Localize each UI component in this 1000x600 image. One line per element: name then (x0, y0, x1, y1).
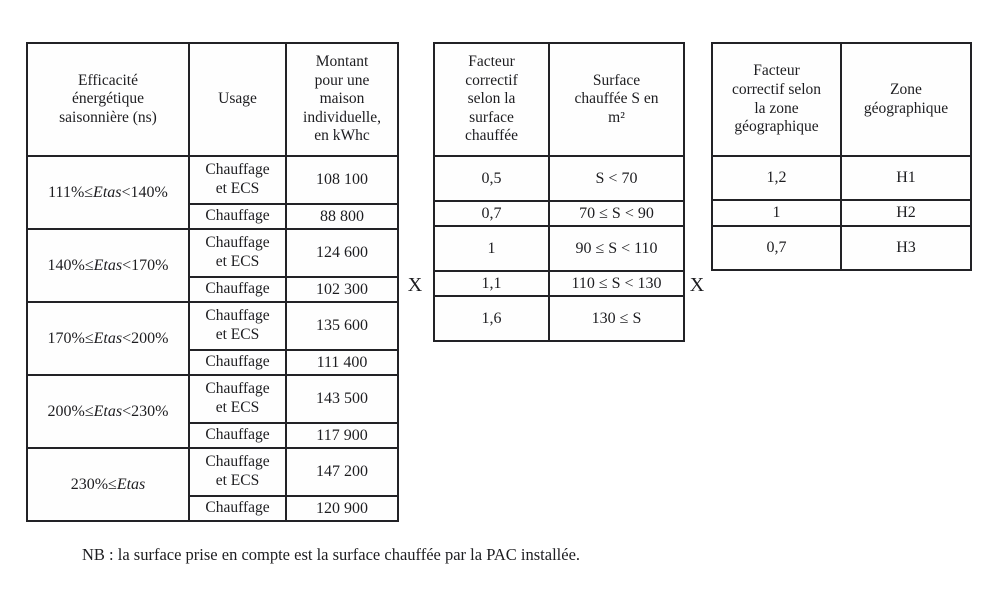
usage-cell: Chauffage et ECS (188, 155, 287, 205)
etas-range-post: <140% (121, 183, 168, 201)
usage-cell: Chauffage (188, 203, 287, 230)
surface-range-cell: 130 ≤ S (548, 295, 685, 342)
etas-range-var: Etas (93, 256, 123, 274)
amount-cell: 102 300 (285, 276, 399, 303)
etas-range: 200%≤Etas<230% (26, 374, 190, 449)
factor-cell: 1,6 (433, 295, 550, 342)
zone-factor-table: Facteur correctif selon la zone géograph… (711, 42, 972, 271)
amount-cell: 111 400 (285, 349, 399, 376)
factor-cell: 0,7 (711, 225, 842, 271)
zone-cell: H3 (840, 225, 972, 271)
amount-cell: 124 600 (285, 228, 399, 278)
surface-range-cell: S < 70 (548, 155, 685, 202)
etas-range-var: Etas (93, 183, 122, 201)
usage-cell: Chauffage et ECS (188, 301, 287, 351)
amount-cell: 120 900 (285, 495, 399, 522)
etas-range-pre: 170%≤ (47, 329, 94, 347)
etas-range-var: Etas (93, 329, 123, 347)
factor-cell: 1 (433, 225, 550, 272)
usage-cell: Chauffage et ECS (188, 374, 287, 424)
header-zone: Zone géographique (840, 42, 972, 157)
etas-range-post: <200% (122, 329, 169, 347)
factor-cell: 1,2 (711, 155, 842, 201)
etas-range: 140%≤Etas<170% (26, 228, 190, 303)
usage-cell: Chauffage et ECS (188, 228, 287, 278)
amount-cell: 147 200 (285, 447, 399, 497)
etas-range: 111%≤Etas<140% (26, 155, 190, 230)
etas-range-post: <230% (122, 402, 169, 420)
amount-cell: 117 900 (285, 422, 399, 449)
usage-cell: Chauffage (188, 422, 287, 449)
etas-range-var: Etas (116, 475, 146, 493)
header-surface: Surface chauffée S en m² (548, 42, 685, 157)
factor-cell: 1,1 (433, 270, 550, 297)
multiply-x: X (689, 274, 705, 296)
factor-cell: 0,5 (433, 155, 550, 202)
multiply-x: X (407, 274, 423, 296)
amount-cell: 88 800 (285, 203, 399, 230)
usage-cell: Chauffage et ECS (188, 447, 287, 497)
surface-range-cell: 70 ≤ S < 90 (548, 200, 685, 227)
header-amount: Montant pour une maison individuelle, en… (285, 42, 399, 157)
etas-range-var: Etas (93, 402, 123, 420)
header-efficiency: Efficacité énergétique saisonnière (ns) (26, 42, 190, 157)
amount-cell: 143 500 (285, 374, 399, 424)
header-surface-factor: Facteur correctif selon la surface chauf… (433, 42, 550, 157)
amount-cell: 135 600 (285, 301, 399, 351)
surface-factor-table: Facteur correctif selon la surface chauf… (433, 42, 685, 342)
zone-cell: H2 (840, 199, 972, 227)
factor-cell: 0,7 (433, 200, 550, 227)
etas-range-pre: 200%≤ (47, 402, 94, 420)
etas-range-post: <170% (122, 256, 169, 274)
etas-range-pre: 230%≤ (70, 475, 117, 493)
usage-cell: Chauffage (188, 349, 287, 376)
footnote: NB : la surface prise en compte est la s… (82, 545, 581, 564)
factor-cell: 1 (711, 199, 842, 227)
surface-range-cell: 90 ≤ S < 110 (548, 225, 685, 272)
zone-cell: H1 (840, 155, 972, 201)
etas-range: 170%≤Etas<200% (26, 301, 190, 376)
usage-cell: Chauffage (188, 495, 287, 522)
etas-range: 230%≤Etas (26, 447, 190, 522)
header-usage: Usage (188, 42, 287, 157)
etas-range-pre: 111%≤ (48, 183, 94, 201)
header-zone-factor: Facteur correctif selon la zone géograph… (711, 42, 842, 157)
usage-cell: Chauffage (188, 276, 287, 303)
amount-table: Efficacité énergétique saisonnière (ns) … (26, 42, 399, 522)
etas-range-pre: 140%≤ (47, 256, 94, 274)
amount-cell: 108 100 (285, 155, 399, 205)
surface-range-cell: 110 ≤ S < 130 (548, 270, 685, 297)
